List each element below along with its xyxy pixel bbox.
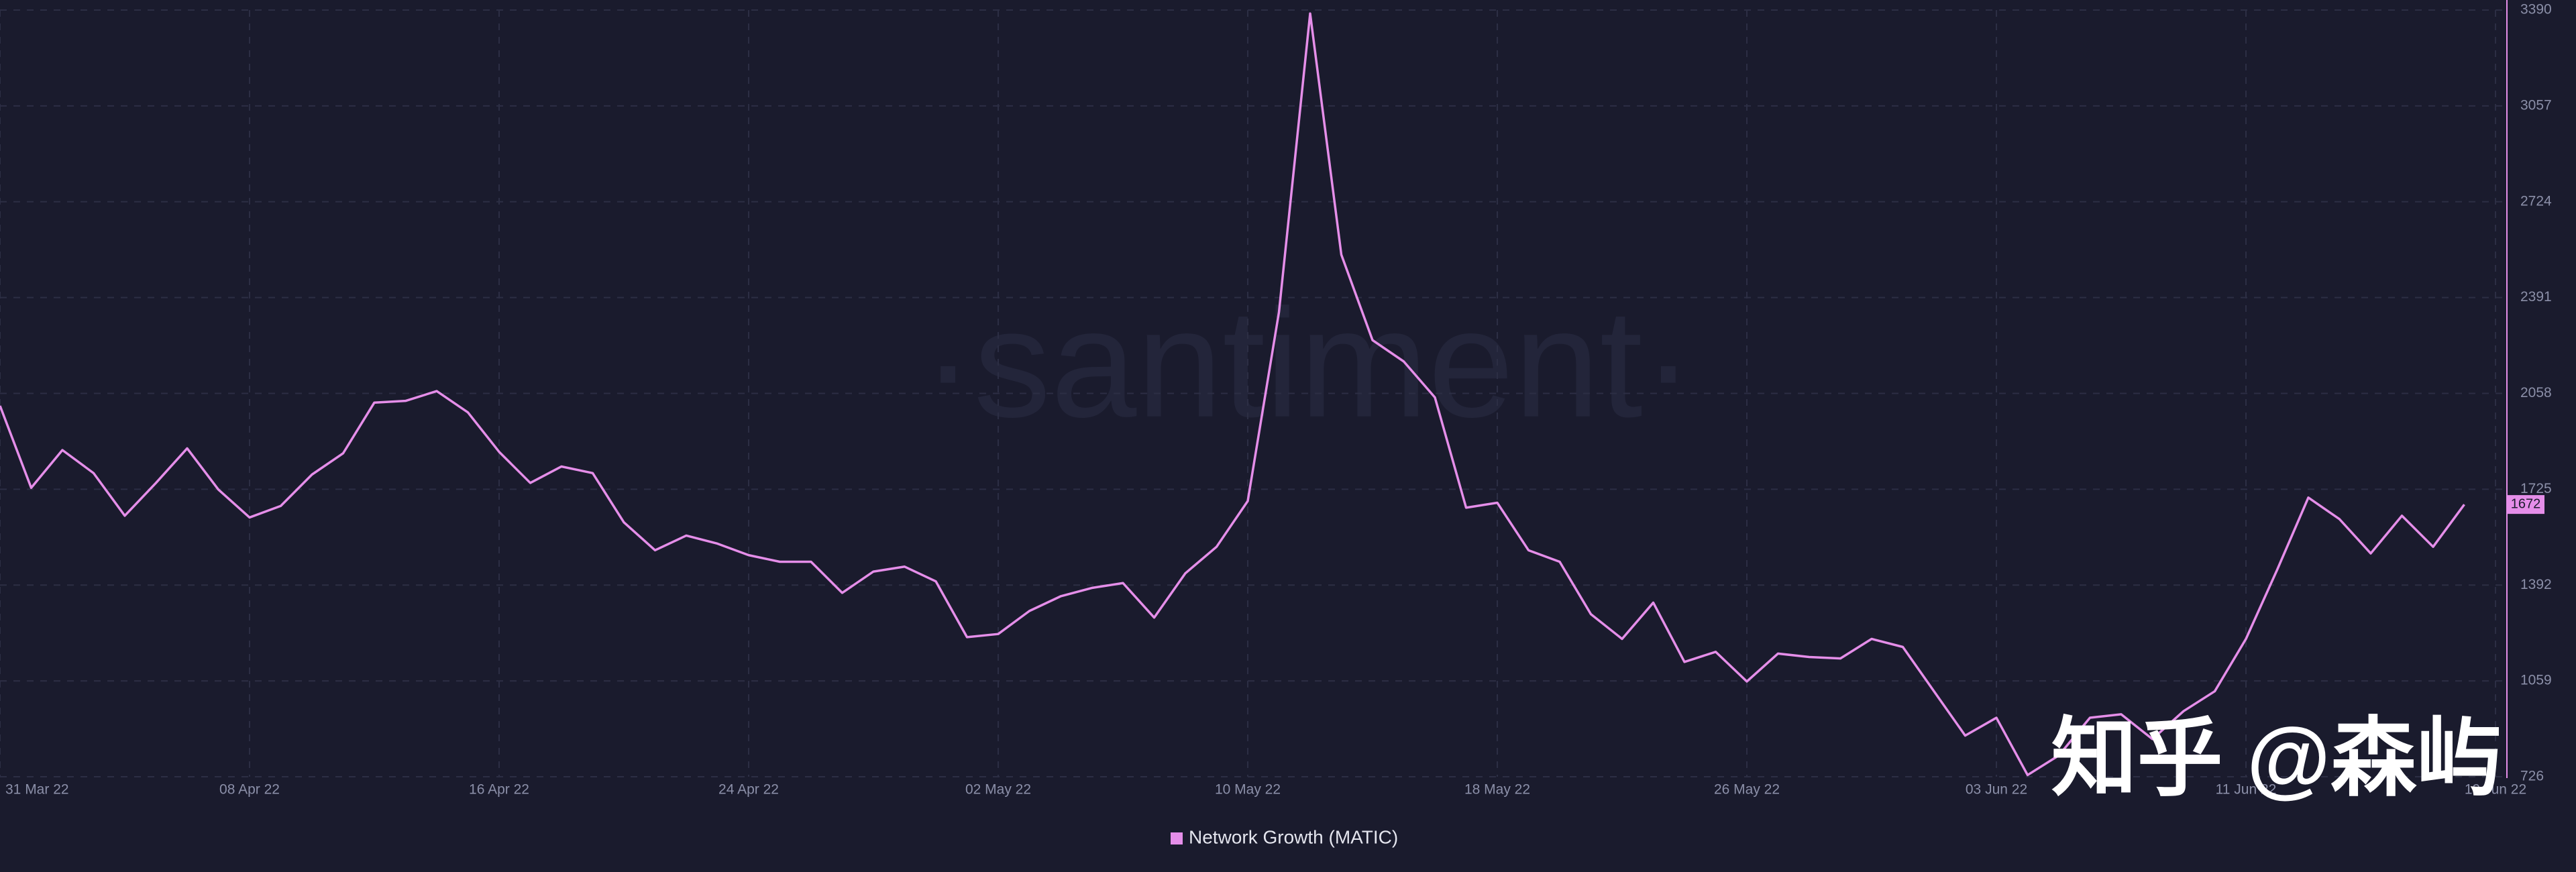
y-tick-label: 2724 — [2520, 193, 2552, 209]
x-tick-label: 11 Jun 22 — [2216, 782, 2277, 798]
x-tick-label: 03 Jun 22 — [1966, 782, 2027, 798]
y-tick-label: 2391 — [2520, 289, 2552, 305]
y-tick-label: 3057 — [2520, 97, 2552, 113]
plot: 726 1059 1392 1725 2058 2391 2724 3057 3390 31 Ma… — [0, 0, 2552, 847]
y-tick-label: 3390 — [2520, 2, 2552, 17]
y-tick-label: 1059 — [2520, 673, 2552, 688]
x-tick-label: 02 May 22 — [965, 782, 1031, 798]
x-tick-label: 10 May 22 — [1215, 782, 1281, 798]
x-tick-label: 19 Jun 22 — [2465, 782, 2526, 798]
x-tick-label: 18 May 22 — [1464, 782, 1530, 798]
last-value-label: 1672 — [2511, 496, 2541, 511]
x-tick-label: 16 Apr 22 — [469, 782, 529, 798]
legend-label: Network Growth (MATIC) — [1189, 826, 1398, 847]
y-tick-label: 726 — [2520, 769, 2544, 784]
y-tick-label: 1725 — [2520, 481, 2552, 496]
line — [0, 12, 2465, 777]
x-tick-label: 08 Apr 22 — [219, 782, 280, 798]
overlay-text: 知乎 @森屿 — [2051, 710, 2502, 806]
watermark: ·santiment· — [922, 277, 1694, 449]
x-tick-label: 24 Apr 22 — [718, 782, 779, 798]
x-tick-label: 26 May 22 — [1714, 782, 1780, 798]
x-tick-label: 31 Mar 22 — [5, 782, 69, 798]
last-value-badge — [2507, 495, 2544, 514]
legend: Network Growth (MATIC) — [1171, 826, 1398, 847]
y-tick-label: 2058 — [2520, 385, 2552, 400]
legend-swatch — [1171, 832, 1183, 844]
y-tick-label: 1392 — [2520, 577, 2552, 592]
